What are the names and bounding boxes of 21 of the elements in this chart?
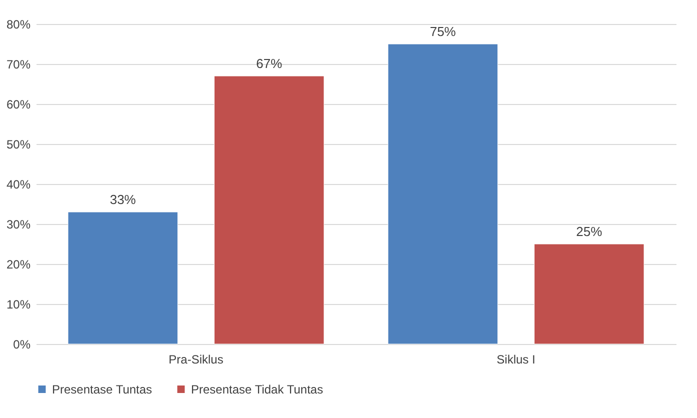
legend-label: Presentase Tidak Tuntas [191,382,324,396]
y-tick-label: 30% [6,218,31,232]
y-tick-label: 50% [6,138,31,152]
bar [388,44,498,344]
bar [68,212,178,344]
bar [214,76,324,344]
y-tick-label: 10% [6,298,31,312]
data-label: 75% [430,24,456,39]
data-label: 67% [256,56,283,71]
y-tick-label: 60% [6,98,31,112]
legend-label: Presentase Tuntas [52,382,152,396]
y-tick-label: 40% [6,178,31,192]
y-tick-label: 70% [6,58,31,72]
y-tick-label: 80% [6,18,31,32]
bar [534,244,644,344]
data-label: 25% [576,224,603,239]
y-tick-label: 0% [13,338,31,352]
x-tick-label: Siklus I [496,352,536,366]
data-label: 33% [110,192,136,207]
x-tick-label: Pra-Siklus [168,352,224,366]
y-tick-label: 20% [6,258,31,272]
